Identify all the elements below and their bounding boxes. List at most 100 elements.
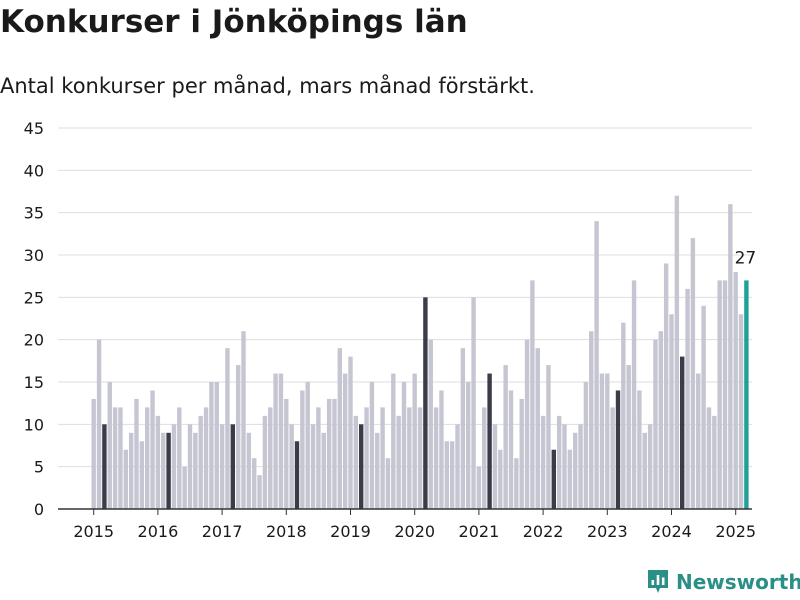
bar	[161, 432, 166, 509]
bar	[284, 398, 289, 509]
bar	[230, 424, 235, 509]
bar	[498, 449, 503, 509]
bar	[187, 424, 193, 509]
bar	[503, 365, 508, 509]
bar	[332, 398, 337, 509]
bar	[546, 365, 551, 509]
latest-value-label: 27	[735, 248, 757, 268]
bar	[615, 390, 621, 509]
bar	[316, 407, 321, 509]
bar	[599, 373, 605, 509]
bar	[540, 415, 546, 509]
bar	[696, 373, 701, 509]
bar	[605, 373, 610, 509]
bar	[182, 466, 187, 509]
bar	[289, 424, 294, 509]
bar	[712, 415, 717, 509]
bar	[631, 280, 637, 509]
bar	[252, 458, 257, 509]
bar	[155, 415, 161, 509]
bar	[412, 373, 417, 509]
bar	[177, 407, 182, 509]
x-tick-label: 2015	[73, 522, 114, 541]
bar	[674, 195, 680, 509]
bar	[487, 373, 492, 509]
bar	[380, 407, 385, 509]
bar	[123, 449, 128, 509]
bar	[353, 415, 359, 509]
bar	[273, 373, 278, 509]
y-tick-label: 25	[24, 288, 44, 307]
bar	[637, 390, 642, 509]
bar	[91, 398, 96, 509]
bar	[733, 271, 738, 509]
bar	[337, 348, 342, 509]
brand-logo: Newsworthy	[646, 568, 800, 596]
x-tick-label: 2017	[202, 522, 243, 541]
bar	[460, 348, 466, 509]
bar	[551, 449, 556, 509]
chart-title: Konkurser i Jönköpings län	[0, 4, 468, 40]
x-tick-label: 2018	[266, 522, 307, 541]
bar	[150, 390, 155, 509]
x-tick-label: 2016	[138, 522, 179, 541]
bar	[262, 415, 268, 509]
bar	[492, 424, 498, 509]
bar	[305, 382, 310, 509]
bar	[96, 339, 102, 509]
bar	[658, 331, 663, 509]
bar	[680, 356, 685, 509]
newsworthy-logo-icon	[648, 570, 668, 593]
bar	[583, 382, 589, 509]
bar	[578, 424, 583, 509]
bar	[128, 432, 134, 509]
bar	[326, 398, 332, 509]
bar	[134, 398, 139, 509]
x-tick-label: 2020	[394, 522, 435, 541]
bar	[401, 382, 407, 509]
bar	[482, 407, 487, 509]
x-tick-label: 2024	[651, 522, 692, 541]
bar	[225, 348, 230, 509]
bar	[530, 280, 535, 509]
y-tick-label: 5	[34, 458, 44, 477]
bar	[669, 314, 674, 509]
y-tick-label: 10	[24, 415, 44, 434]
brand-name: Newsworthy	[676, 570, 800, 594]
bar	[102, 424, 107, 509]
bar	[423, 297, 428, 509]
bar	[439, 390, 444, 509]
x-tick-label: 2019	[330, 522, 371, 541]
bar	[396, 415, 401, 509]
y-tick-label: 40	[24, 161, 44, 180]
bar	[310, 424, 316, 509]
bar	[508, 390, 514, 509]
x-tick-label: 2022	[523, 522, 564, 541]
bar	[663, 263, 669, 509]
bar	[198, 415, 203, 509]
bar	[348, 356, 353, 509]
bar	[294, 441, 300, 509]
bar	[626, 365, 631, 509]
bar	[519, 398, 524, 509]
bar	[514, 458, 519, 509]
bar	[241, 331, 246, 509]
bar	[621, 322, 626, 509]
bar	[300, 390, 305, 509]
bar	[690, 238, 696, 510]
bar	[717, 280, 722, 509]
bar	[722, 280, 728, 509]
bar	[567, 449, 573, 509]
bar	[364, 407, 369, 509]
y-tick-label: 30	[24, 246, 44, 265]
bar	[744, 280, 749, 509]
y-tick-label: 35	[24, 204, 44, 223]
bar	[444, 441, 449, 509]
y-tick-label: 45	[24, 119, 44, 138]
bar	[171, 424, 177, 509]
bar	[466, 382, 471, 509]
bar	[112, 407, 118, 509]
bar	[573, 432, 578, 509]
bar	[107, 382, 112, 509]
